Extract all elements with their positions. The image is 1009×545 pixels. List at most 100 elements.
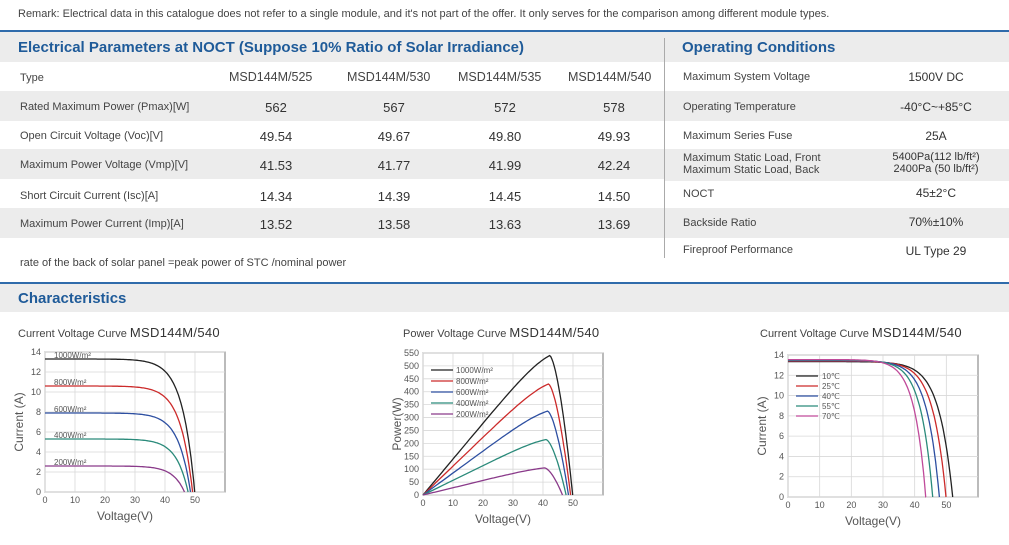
legend-label: 10℃ bbox=[822, 372, 840, 381]
electrical-section-title: Electrical Parameters at NOCT (Suppose 1… bbox=[18, 39, 525, 56]
series-line bbox=[422, 438, 567, 496]
y-tick-label: 350 bbox=[404, 400, 419, 410]
oc-label: Backside Ratio bbox=[683, 217, 757, 229]
backside-note: rate of the back of solar panel =peak po… bbox=[20, 257, 347, 269]
y-tick-label: 0 bbox=[779, 492, 784, 502]
oc-value: -40°C~+85°C bbox=[900, 100, 972, 114]
row-label-isc: Short Circuit Current (Isc)[A] bbox=[20, 190, 159, 202]
section-divider bbox=[0, 282, 1009, 284]
oc-label: Maximum Series Fuse bbox=[683, 130, 793, 142]
row-band bbox=[0, 149, 664, 179]
remark-text: Remark: Electrical data in this catalogu… bbox=[18, 8, 830, 20]
y-tick-label: 6 bbox=[779, 431, 784, 441]
cell-value: 41.99 bbox=[488, 158, 522, 173]
legend-label: 40℃ bbox=[822, 392, 840, 401]
y-tick-label: 0 bbox=[414, 490, 419, 500]
x-tick-label: 0 bbox=[42, 495, 47, 505]
row-band bbox=[665, 149, 1009, 181]
chart-model: MSD144M/540 bbox=[129, 325, 220, 340]
table-separator bbox=[664, 38, 665, 258]
cell-value: 49.67 bbox=[377, 129, 411, 144]
y-tick-label: 400 bbox=[404, 387, 419, 397]
y-tick-label: 0 bbox=[36, 487, 41, 497]
y-tick-label: 550 bbox=[404, 348, 419, 358]
cell-value: 567 bbox=[383, 100, 405, 115]
cell-value: 42.24 bbox=[597, 158, 631, 173]
cell-value: 572 bbox=[494, 100, 516, 115]
y-tick-label: 12 bbox=[774, 370, 784, 380]
cell-value: 14.50 bbox=[597, 189, 631, 204]
x-tick-label: 0 bbox=[785, 500, 790, 510]
oc-value: 70%±10% bbox=[908, 215, 964, 229]
legend-label: 800W/m² bbox=[456, 377, 489, 386]
cell-value: 49.93 bbox=[597, 129, 631, 144]
cell-value: 578 bbox=[603, 100, 625, 115]
cell-value: 14.39 bbox=[377, 189, 411, 204]
legend-label: 600W/m² bbox=[456, 388, 489, 397]
cell-value: 13.63 bbox=[488, 217, 522, 232]
legend-label: 200W/m² bbox=[456, 410, 489, 419]
y-tick-label: 50 bbox=[409, 477, 419, 487]
y-tick-label: 14 bbox=[31, 347, 41, 357]
x-tick-label: 20 bbox=[846, 500, 856, 510]
series-line bbox=[45, 465, 186, 493]
oc-value: UL Type 29 bbox=[905, 244, 967, 258]
legend-label: 70℃ bbox=[822, 412, 840, 421]
y-tick-label: 2 bbox=[36, 467, 41, 477]
y-tick-label: 200 bbox=[404, 438, 419, 448]
oc-value: 2400Pa (50 lb/ft²) bbox=[893, 163, 979, 175]
series-line bbox=[422, 383, 572, 496]
x-tick-label: 20 bbox=[100, 495, 110, 505]
cell-value: 562 bbox=[265, 100, 287, 115]
cell-value: 41.53 bbox=[259, 158, 293, 173]
x-tick-label: 50 bbox=[190, 495, 200, 505]
model-header: MSD144M/540 bbox=[568, 70, 652, 84]
y-tick-label: 100 bbox=[404, 464, 419, 474]
row-band bbox=[665, 91, 1009, 121]
oc-label: Maximum Static Load, Back bbox=[683, 164, 820, 176]
y-tick-label: 500 bbox=[404, 361, 419, 371]
x-tick-label: 40 bbox=[160, 495, 170, 505]
y-tick-label: 6 bbox=[36, 427, 41, 437]
legend-label: 1000W/m² bbox=[456, 366, 493, 375]
oc-label: NOCT bbox=[683, 188, 715, 200]
row-band bbox=[0, 91, 664, 121]
legend-label: 400W/m² bbox=[456, 399, 489, 408]
x-axis-label: Voltage(V) bbox=[97, 509, 153, 523]
x-axis-label: Voltage(V) bbox=[845, 514, 901, 528]
x-tick-label: 40 bbox=[538, 498, 548, 508]
oc-value: 1500V DC bbox=[908, 70, 964, 84]
y-tick-label: 4 bbox=[779, 451, 784, 461]
x-tick-label: 30 bbox=[508, 498, 518, 508]
y-tick-label: 150 bbox=[404, 451, 419, 461]
oc-value: 25A bbox=[925, 129, 947, 143]
oc-label: Maximum Static Load, Front bbox=[683, 152, 821, 164]
y-tick-label: 10 bbox=[31, 387, 41, 397]
x-tick-label: 10 bbox=[448, 498, 458, 508]
row-label-voc: Open Circuit Voltage (Voc)[V] bbox=[20, 130, 164, 142]
section-header-band bbox=[0, 32, 1009, 62]
oc-value: 45±2°C bbox=[915, 186, 957, 200]
x-tick-label: 30 bbox=[878, 500, 888, 510]
x-tick-label: 10 bbox=[70, 495, 80, 505]
section-divider-top bbox=[0, 30, 1009, 32]
legend-label: 800W/m² bbox=[54, 378, 87, 387]
row-label-imp: Maximum Power Current (Imp)[A] bbox=[20, 218, 184, 230]
x-tick-label: 50 bbox=[941, 500, 951, 510]
y-tick-label: 8 bbox=[779, 411, 784, 421]
chart-title-text: Current Voltage Curve bbox=[760, 328, 869, 340]
iv-curve-irradiance-chart: 0 2 4 6 8 10 12 14 0 10 20 30 40 50 Voltage(V) Current … bbox=[12, 347, 226, 523]
cell-value: 14.34 bbox=[259, 189, 293, 204]
x-tick-label: 30 bbox=[130, 495, 140, 505]
y-tick-label: 2 bbox=[779, 472, 784, 482]
chart-title-text: Current Voltage Curve bbox=[18, 328, 127, 340]
model-header: MSD144M/535 bbox=[458, 70, 542, 84]
x-tick-label: 50 bbox=[568, 498, 578, 508]
characteristics-title: Characteristics bbox=[18, 290, 127, 307]
y-tick-label: 450 bbox=[404, 374, 419, 384]
iv-curve-temperature-chart: 0 2 4 6 8 10 12 14 0 10 20 30 40 50 Voltage(V) Current … bbox=[755, 350, 979, 528]
model-header: MSD144M/525 bbox=[229, 70, 313, 84]
chart-model: MSD144M/540 bbox=[509, 325, 600, 340]
row-label-pmax: Rated Maximum Power (Pmax)[W] bbox=[20, 101, 190, 113]
oc-label: Fireproof Performance bbox=[683, 244, 794, 256]
